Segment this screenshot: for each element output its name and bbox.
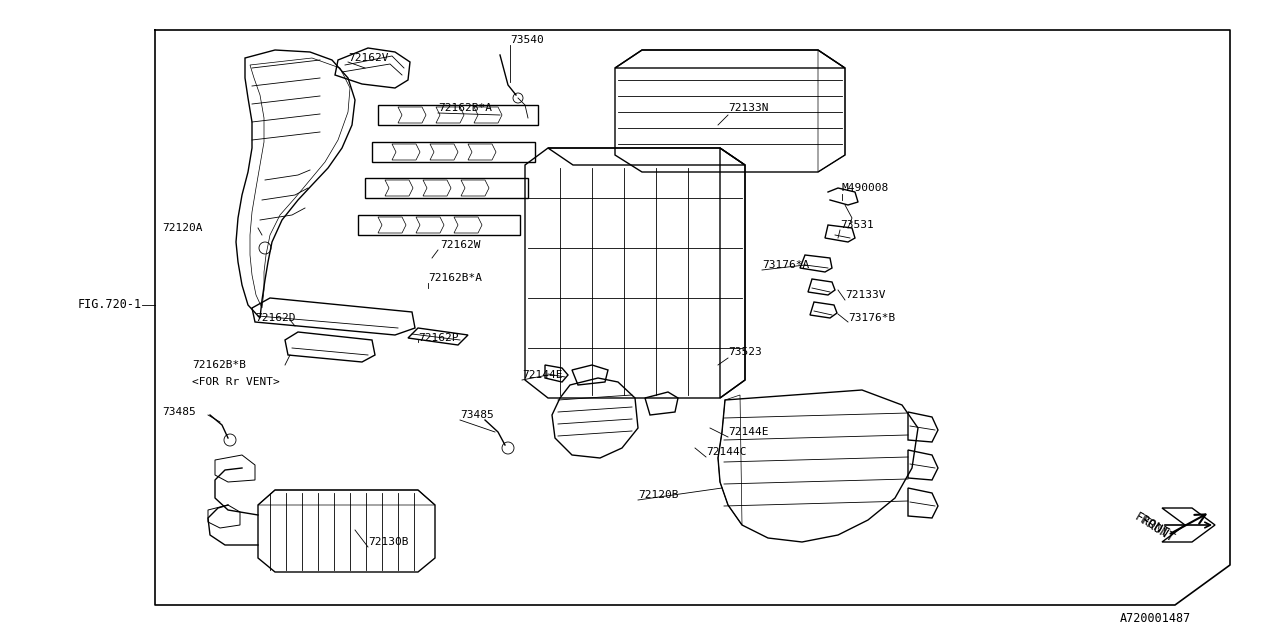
Text: 72162B*B: 72162B*B	[192, 360, 246, 370]
Text: 72144C: 72144C	[707, 447, 746, 457]
Text: FRONT: FRONT	[1138, 515, 1176, 545]
Text: 73540: 73540	[509, 35, 544, 45]
Text: 72144E: 72144E	[522, 370, 562, 380]
Text: 72120A: 72120A	[163, 223, 202, 233]
Text: 72130B: 72130B	[369, 537, 408, 547]
Text: 72144E: 72144E	[728, 427, 768, 437]
Text: FRONT: FRONT	[1132, 510, 1171, 540]
Text: 73485: 73485	[460, 410, 494, 420]
Text: FIG.720-1: FIG.720-1	[78, 298, 142, 312]
Text: 73176*B: 73176*B	[849, 313, 895, 323]
Text: 73485: 73485	[163, 407, 196, 417]
Text: <FOR Rr VENT>: <FOR Rr VENT>	[192, 377, 280, 387]
Text: 72162D: 72162D	[255, 313, 296, 323]
Text: 72162B*A: 72162B*A	[428, 273, 483, 283]
Text: 72120B: 72120B	[637, 490, 678, 500]
Text: 73523: 73523	[728, 347, 762, 357]
Text: 72133N: 72133N	[728, 103, 768, 113]
Text: M490008: M490008	[842, 183, 890, 193]
Text: A720001487: A720001487	[1120, 611, 1192, 625]
Text: 73531: 73531	[840, 220, 874, 230]
Text: 72133V: 72133V	[845, 290, 886, 300]
Text: 72162P: 72162P	[419, 333, 458, 343]
Text: 73176*A: 73176*A	[762, 260, 809, 270]
Text: 72162W: 72162W	[440, 240, 480, 250]
Text: 72162B*A: 72162B*A	[438, 103, 492, 113]
Text: 72162V: 72162V	[348, 53, 389, 63]
